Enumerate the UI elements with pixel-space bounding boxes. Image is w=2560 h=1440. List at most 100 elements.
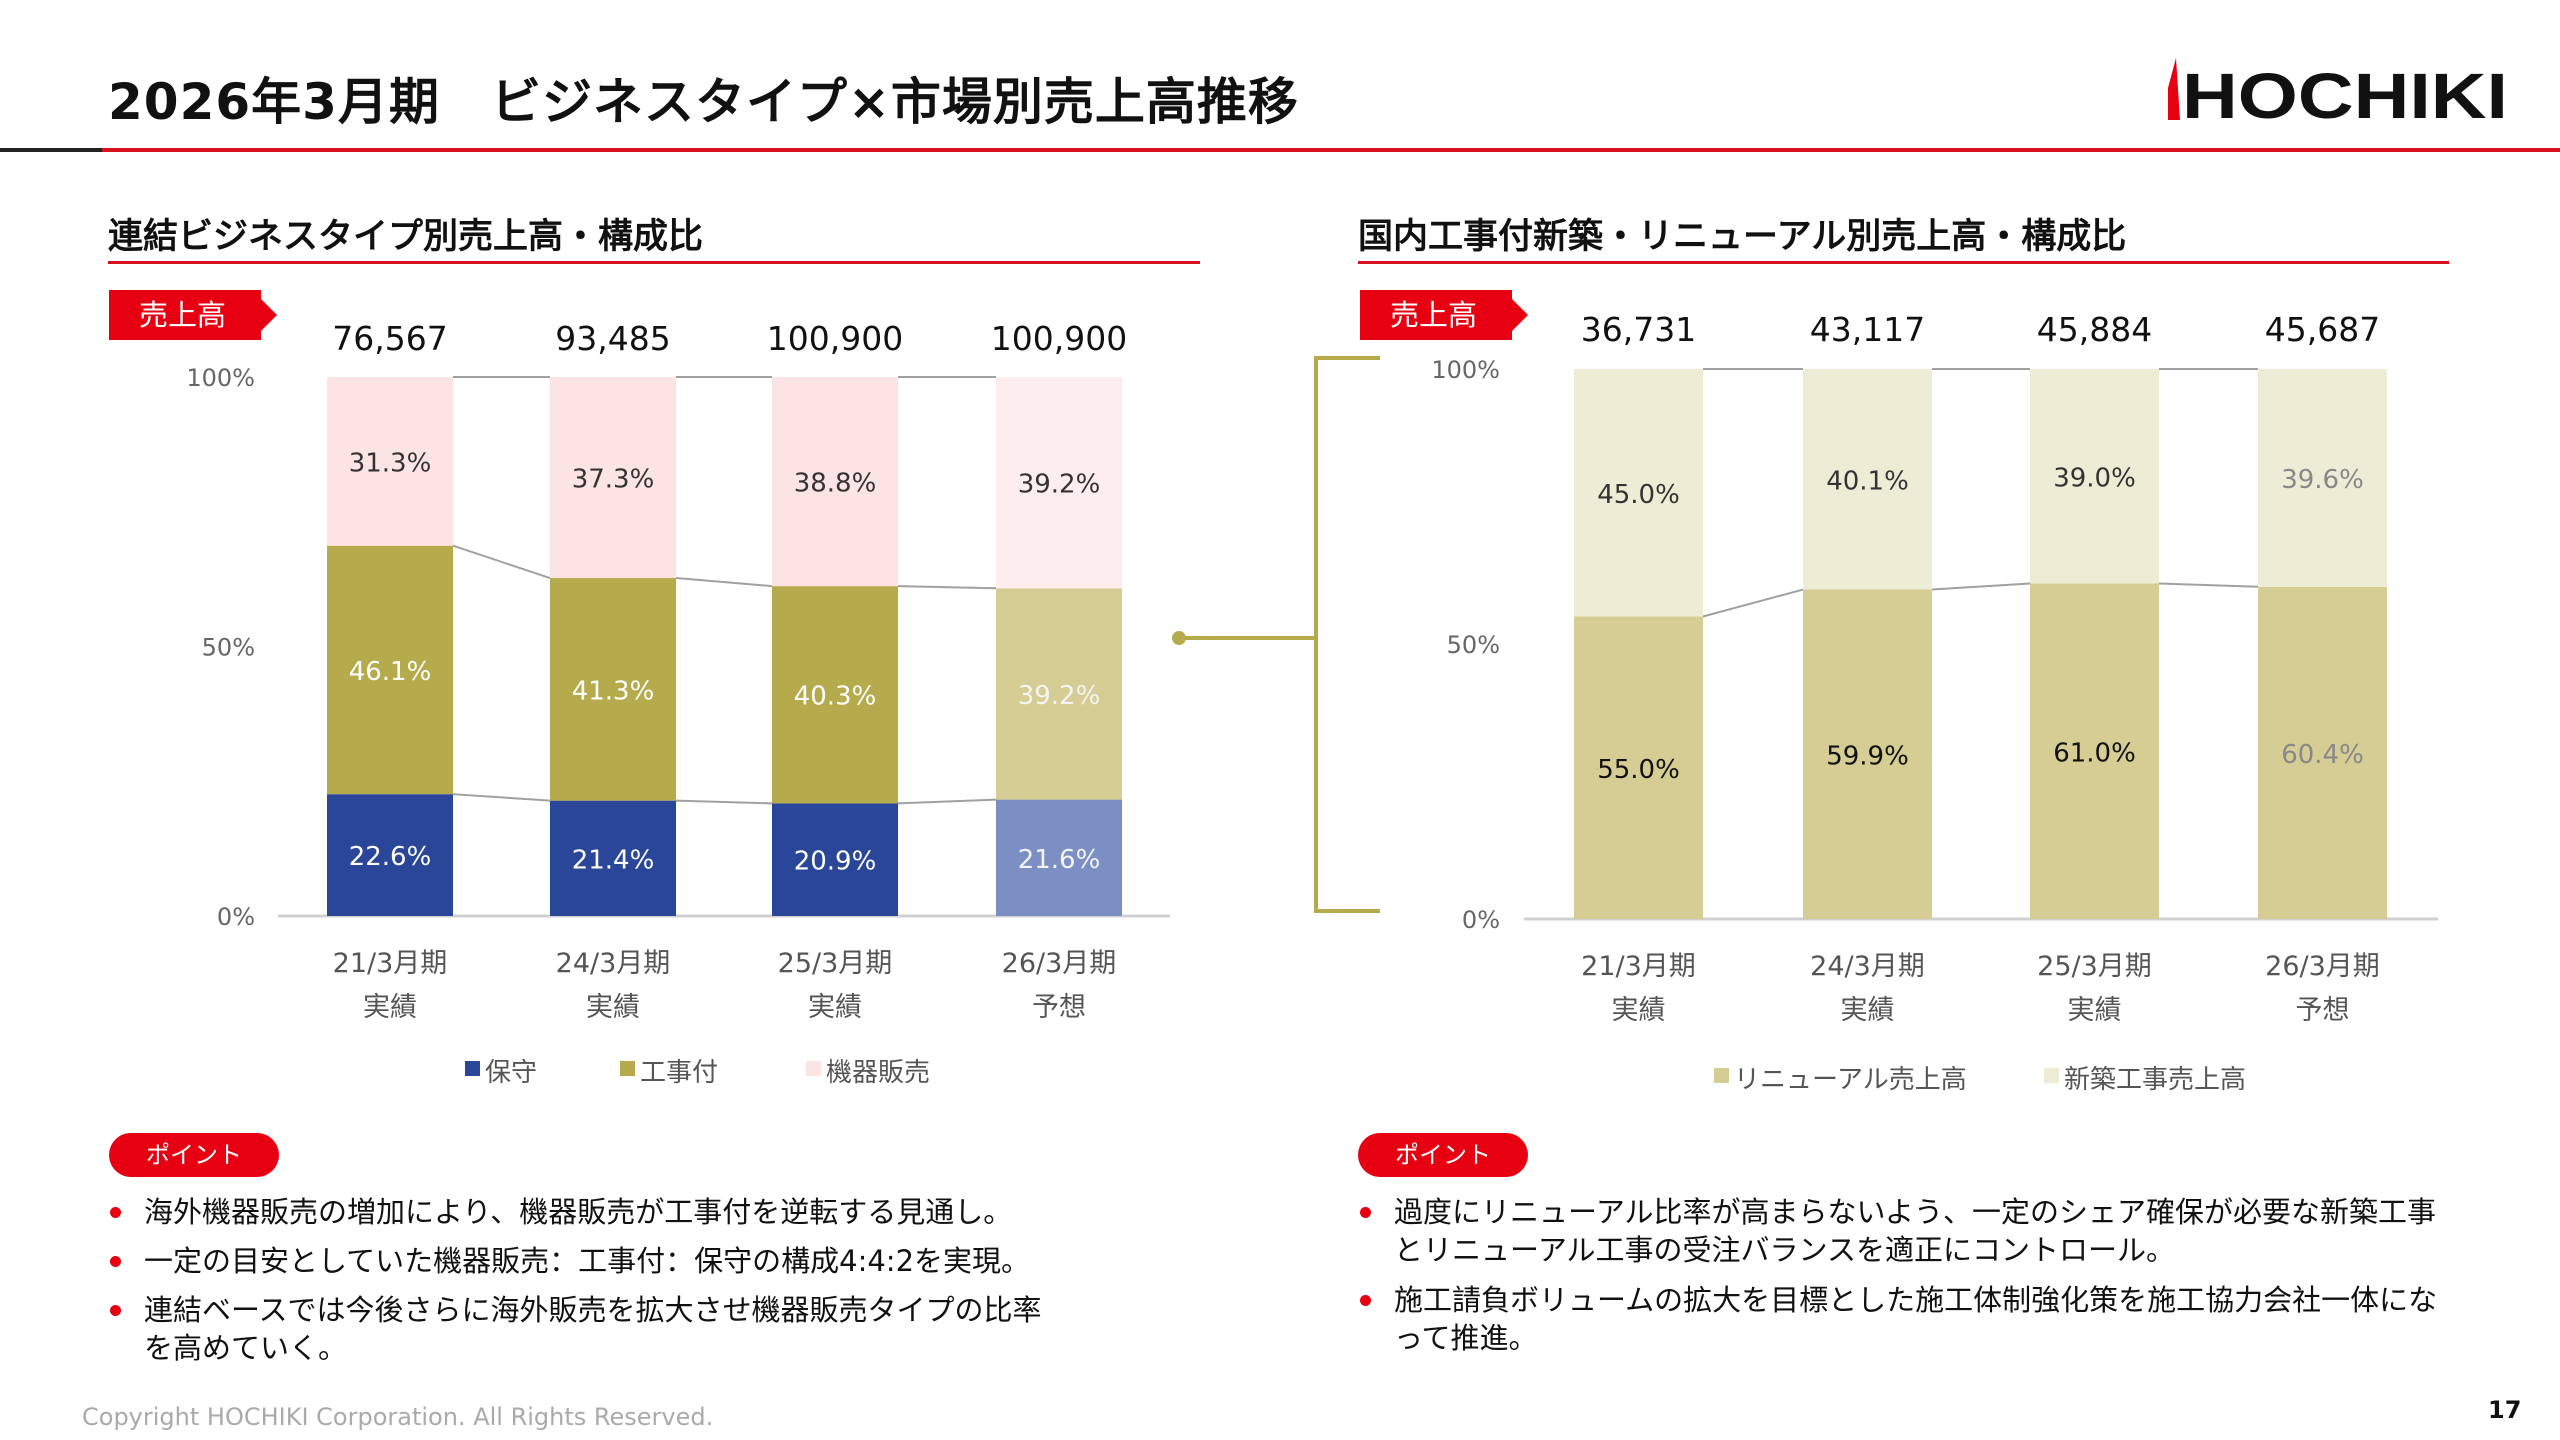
x-tick-label: 予想 — [2296, 995, 2350, 1026]
total-label: 100,900 — [991, 319, 1127, 358]
page-title: 2026年3月期 ビジネスタイプ×市場別売上高推移 — [108, 73, 1299, 131]
data-label: 39.6% — [2281, 465, 2364, 495]
right-section-underline — [1358, 261, 2449, 264]
hochiki-logo: HOCHIKI — [2168, 58, 2508, 120]
bar-segment — [327, 545, 453, 795]
data-label: 22.6% — [349, 842, 432, 872]
series-connector-line — [452, 544, 551, 579]
x-tick-label: 24/3月期 — [1810, 951, 1925, 982]
x-tick-label: 実績 — [1841, 995, 1895, 1026]
header-divider-red — [102, 148, 2560, 152]
series-connector-line — [1702, 588, 1804, 618]
data-label: 38.8% — [794, 469, 877, 499]
x-tick-label: 25/3月期 — [778, 948, 893, 979]
data-label: 21.4% — [572, 845, 655, 875]
data-label: 37.3% — [572, 465, 655, 495]
bar-segment — [2030, 369, 2159, 584]
y-tick-label: 50% — [1447, 631, 1500, 659]
bar-segment — [550, 800, 676, 916]
bar-segment — [1574, 616, 1703, 919]
data-label: 20.9% — [794, 847, 877, 877]
legend-swatch — [465, 1061, 480, 1076]
series-connector-line — [897, 798, 997, 805]
legend-label: 機器販売 — [826, 1058, 930, 1088]
right-section-title: 国内工事付新築・リニューアル別売上高・構成比 — [1358, 217, 2127, 257]
x-tick-label: 実績 — [1612, 995, 1666, 1026]
bar-segment — [1803, 369, 1932, 590]
bar-segment — [772, 377, 898, 587]
x-tick-label: 実績 — [363, 992, 417, 1023]
total-label: 36,731 — [1581, 310, 1696, 349]
bar-segment — [550, 377, 676, 579]
data-label: 45.0% — [1597, 480, 1680, 510]
left-point-1: 海外機器販売の増加により、機器販売が工事付を逆転する見通し。 — [108, 1193, 1208, 1231]
y-tick-label: 0% — [217, 903, 255, 931]
x-tick-label: 25/3月期 — [2037, 951, 2152, 982]
bar-segment — [327, 377, 453, 546]
total-label: 93,485 — [555, 319, 670, 358]
total-label: 45,687 — [2265, 310, 2380, 349]
bar-segment — [2258, 369, 2387, 587]
bar-segment — [550, 578, 676, 801]
x-tick-label: 実績 — [808, 992, 862, 1023]
legend-swatch — [2044, 1068, 2059, 1083]
x-tick-label: 21/3月期 — [1581, 951, 1696, 982]
series-connector-line — [452, 793, 551, 802]
y-tick-label: 0% — [1462, 906, 1500, 934]
x-tick-label: 21/3月期 — [333, 948, 448, 979]
left-sales-tag: 売上高 — [109, 290, 277, 340]
x-tick-label: 26/3月期 — [2265, 951, 2380, 982]
x-tick-label: 26/3月期 — [1002, 948, 1117, 979]
bar-segment — [996, 588, 1122, 800]
svg-text:HOCHIKI: HOCHIKI — [2182, 60, 2508, 120]
series-connector-line — [897, 585, 997, 590]
legend-label: 新築工事売上高 — [2064, 1065, 2246, 1095]
bar-segment — [2258, 586, 2387, 919]
data-label: 39.2% — [1018, 470, 1101, 500]
left-section-title: 連結ビジネスタイプ別売上高・構成比 — [108, 217, 704, 257]
total-label: 100,900 — [767, 319, 903, 358]
bar-segment — [772, 586, 898, 804]
header-divider — [0, 148, 102, 152]
legend-swatch — [806, 1061, 821, 1076]
legend-swatch — [1714, 1068, 1729, 1083]
data-label: 40.3% — [794, 682, 877, 712]
data-label: 40.1% — [1826, 466, 1909, 496]
series-connector-line — [1931, 582, 2031, 591]
bar-segment — [996, 377, 1122, 589]
bar-segment — [996, 799, 1122, 916]
x-tick-label: 24/3月期 — [556, 948, 671, 979]
right-point-2: 施工請負ボリュームの拡大を目標とした施工体制強化策を施工協力会社一体になって推進… — [1358, 1281, 2448, 1357]
y-tick-label: 100% — [1431, 356, 1500, 384]
page-number: 17 — [2488, 1396, 2522, 1424]
data-label: 55.0% — [1597, 755, 1680, 785]
data-label: 60.4% — [2281, 740, 2364, 770]
legend-label: リニューアル売上高 — [1734, 1065, 1967, 1095]
data-label: 46.1% — [349, 657, 432, 687]
zoom-bracket — [1172, 356, 1380, 913]
legend-label: 工事付 — [640, 1058, 718, 1088]
data-label: 61.0% — [2053, 738, 2136, 768]
bar-segment — [1574, 369, 1703, 617]
right-point-badge: ポイント — [1358, 1133, 1528, 1177]
series-connector-line — [2158, 582, 2259, 588]
x-tick-label: 実績 — [586, 992, 640, 1023]
left-section-underline — [108, 261, 1200, 264]
right-point-1: 過度にリニューアル比率が高まらないよう、一定のシェア確保が必要な新築工事とリニュ… — [1358, 1193, 2448, 1269]
bar-segment — [327, 794, 453, 916]
data-label: 31.3% — [349, 448, 432, 478]
legend-label: 保守 — [485, 1058, 537, 1088]
data-label: 39.2% — [1018, 681, 1101, 711]
series-connector-line — [675, 577, 773, 588]
left-point-badge: ポイント — [109, 1133, 279, 1177]
y-tick-label: 100% — [186, 364, 255, 392]
right-sales-tag: 売上高 — [1360, 290, 1528, 340]
left-point-3: 連結ベースでは今後さらに海外販売を拡大させ機器販売タイプの比率を高めていく。 — [108, 1291, 1068, 1367]
total-label: 45,884 — [2037, 310, 2152, 349]
legend-swatch — [620, 1061, 635, 1076]
bar-segment — [2030, 583, 2159, 919]
bar-segment — [1803, 589, 1932, 919]
total-label: 76,567 — [332, 319, 447, 358]
x-tick-label: 実績 — [2068, 995, 2122, 1026]
